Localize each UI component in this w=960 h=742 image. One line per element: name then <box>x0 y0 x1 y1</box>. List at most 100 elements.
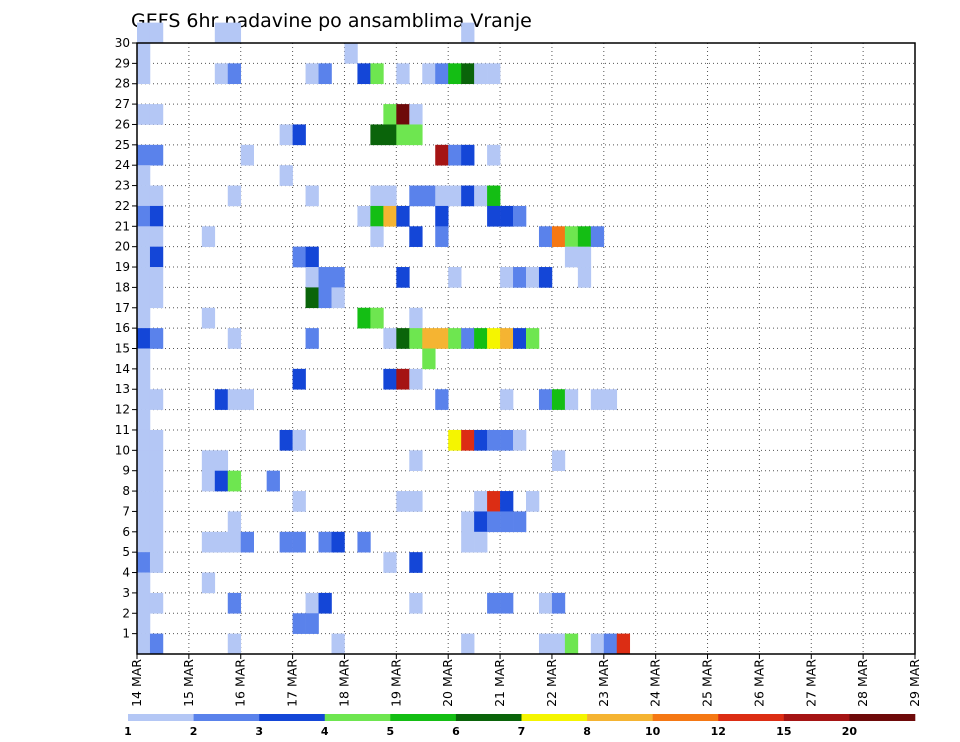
heatmap-cell <box>409 368 423 390</box>
heatmap-cell <box>137 246 151 268</box>
heatmap-cell <box>383 328 397 349</box>
heatmap-cell <box>448 429 462 451</box>
heatmap-cell <box>513 429 527 451</box>
y-tick-label: 23 <box>115 179 130 193</box>
heatmap-cell <box>487 144 501 166</box>
heatmap-cell <box>214 389 229 410</box>
heatmap-cell <box>461 429 475 451</box>
heatmap-cell <box>292 491 306 512</box>
colorbar-label: 1 <box>124 725 132 738</box>
colorbar-segment <box>390 714 457 721</box>
heatmap-cell <box>318 531 332 553</box>
heatmap-cell <box>137 613 151 634</box>
heatmap-cell <box>305 267 319 288</box>
heatmap-cell <box>396 124 410 146</box>
y-tick-label: 11 <box>115 423 130 437</box>
heatmap-cell <box>461 22 475 44</box>
heatmap-cell <box>396 104 410 125</box>
heatmap-cell <box>137 511 151 533</box>
heatmap-cell <box>149 633 164 655</box>
heatmap-cell <box>305 246 319 268</box>
heatmap-cell <box>461 511 475 533</box>
colorbar-label: 10 <box>645 725 661 738</box>
colorbar-segment <box>128 714 194 721</box>
y-tick-label: 19 <box>115 260 130 274</box>
heatmap-cell <box>214 470 229 492</box>
heatmap-cell <box>422 348 436 370</box>
heatmap-cell <box>487 185 501 207</box>
heatmap-cell <box>227 22 242 44</box>
heatmap-cell <box>461 185 475 207</box>
heatmap-cell <box>383 124 397 146</box>
y-tick-label: 6 <box>122 525 130 539</box>
heatmap-cell <box>149 185 164 207</box>
heatmap-cell <box>137 450 151 471</box>
heatmap-cell <box>526 267 540 288</box>
heatmap-cell <box>137 43 151 64</box>
x-tick-label: 27 MAR <box>803 659 818 707</box>
y-tick-label: 13 <box>115 382 130 396</box>
heatmap-cell <box>137 104 151 125</box>
heatmap-cell <box>474 63 488 85</box>
heatmap-cell <box>474 491 488 512</box>
y-tick-label: 7 <box>122 504 130 518</box>
heatmap-cell <box>318 287 332 309</box>
colorbar-label: 15 <box>776 725 791 738</box>
heatmap-cell <box>331 633 345 655</box>
heatmap-cell <box>435 205 449 227</box>
heatmap-cell <box>448 328 462 349</box>
heatmap-cell <box>383 185 397 207</box>
x-tick-label: 18 MAR <box>336 659 351 707</box>
heatmap-cell <box>357 205 371 227</box>
heatmap-cell <box>461 531 475 553</box>
heatmap-cell <box>240 389 254 410</box>
heatmap-cell <box>461 328 475 349</box>
heatmap-cell <box>409 104 423 125</box>
x-axis: 14 MAR 15 MAR 16 MAR 17 MAR 18 MAR 19 MAR 20 M… <box>129 654 922 707</box>
x-tick-label: 17 MAR <box>285 659 300 707</box>
heatmap-cell <box>292 613 306 634</box>
heatmap-cell <box>137 572 151 594</box>
y-axis: 1234567891011121314151617181920212223242… <box>115 36 137 641</box>
heatmap-cell <box>409 491 423 512</box>
heatmap-cell <box>500 429 514 451</box>
heatmap-cell <box>448 185 462 207</box>
colorbar: 1 2 3 4 5 6 7 8 10 12 15 20 <box>124 714 916 738</box>
heatmap-cell <box>513 267 527 288</box>
heatmap-cell <box>603 389 618 410</box>
heatmap-cell <box>474 328 488 349</box>
heatmap-cell <box>551 389 566 410</box>
heatmap-cell <box>149 531 164 553</box>
y-tick-label: 5 <box>122 545 130 559</box>
x-tick-label: 14 MAR <box>129 659 144 707</box>
heatmap-cell <box>137 552 151 573</box>
heatmap-cell <box>538 226 553 247</box>
y-tick-label: 4 <box>122 566 130 580</box>
y-tick-label: 17 <box>115 301 130 315</box>
heatmap-cell <box>603 633 618 655</box>
heatmap-cell <box>149 144 164 166</box>
heatmap-cell <box>577 246 592 268</box>
heatmap-cell <box>461 63 475 85</box>
heatmap-cell <box>318 63 332 85</box>
heatmap-cell <box>370 63 384 85</box>
y-tick-label: 26 <box>115 117 130 131</box>
x-tick-label: 22 MAR <box>544 659 559 707</box>
y-tick-label: 12 <box>115 403 130 417</box>
colorbar-segment <box>259 714 326 721</box>
heatmap-cell <box>305 63 319 85</box>
y-tick-label: 28 <box>115 77 130 91</box>
heatmap-cell <box>564 226 579 247</box>
y-tick-label: 30 <box>115 36 130 50</box>
heatmap-cell <box>538 389 553 410</box>
x-tick-label: 19 MAR <box>388 659 403 707</box>
heatmap-cell <box>487 511 501 533</box>
heatmap-cell <box>487 491 501 512</box>
heatmap-cell <box>149 226 164 247</box>
heatmap-cell <box>590 633 605 655</box>
heatmap-cell <box>227 531 242 553</box>
heatmap-cell <box>500 592 514 614</box>
heatmap-cell <box>227 389 242 410</box>
heatmap-cell <box>214 531 229 553</box>
